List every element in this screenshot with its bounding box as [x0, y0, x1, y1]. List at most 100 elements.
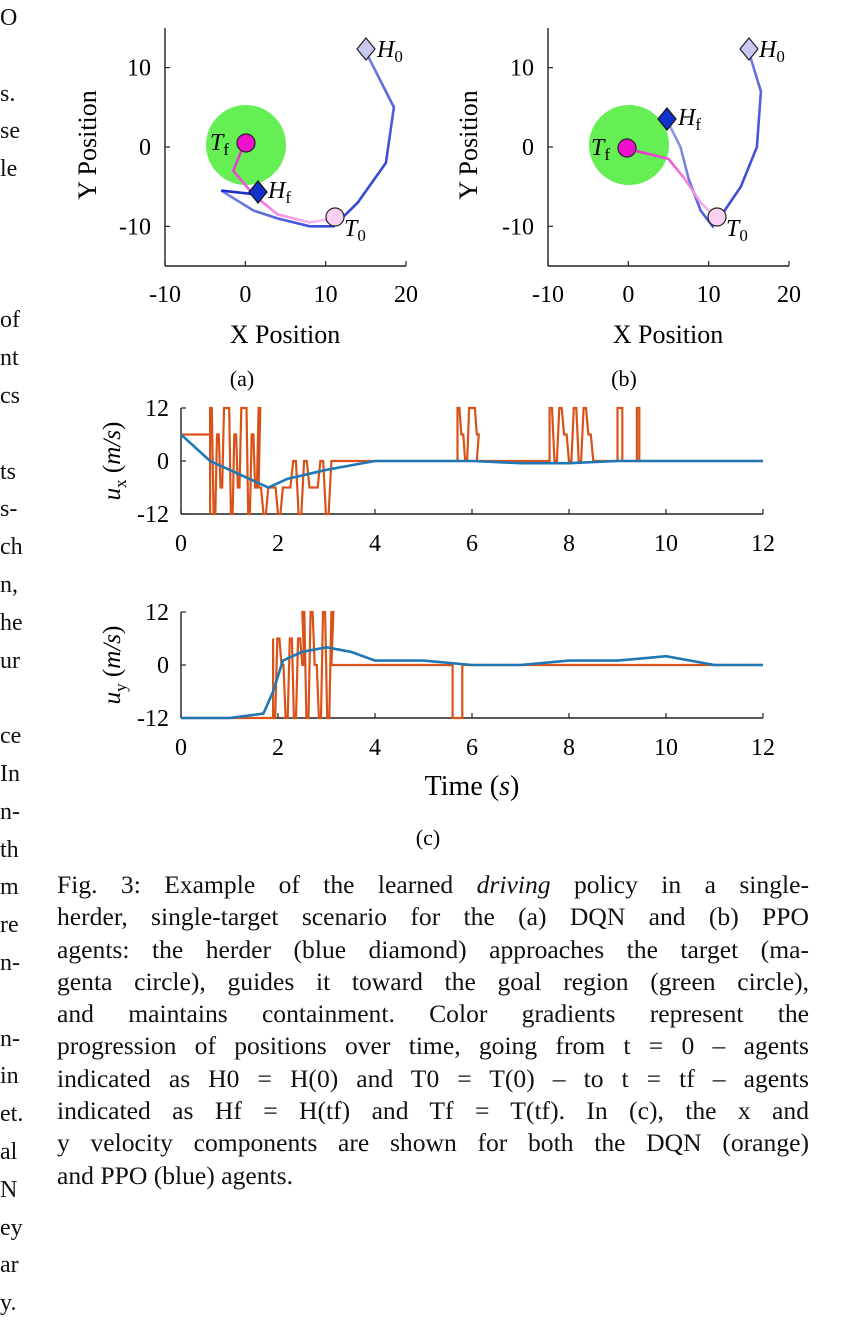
left-column-line: al — [0, 1138, 18, 1165]
caption-line: Fig. 3: Example of the learned driving p… — [57, 870, 809, 899]
left-column-line: ey — [0, 1214, 23, 1241]
left-column-line: in — [0, 1063, 19, 1090]
x-tick-label: 20 — [394, 282, 418, 308]
y-tick-label: -10 — [502, 214, 534, 240]
dqn-ux-signal — [181, 406, 763, 516]
y-tick-label: 12 — [145, 600, 169, 626]
caption-line: y velocity components are shown for both… — [57, 1128, 809, 1158]
label-Tf: Tf — [591, 135, 610, 164]
caption-line: and maintains containment. Color gradien… — [57, 999, 809, 1029]
x-tick-label: 6 — [466, 735, 478, 761]
svg-text:ux (m/s): ux (m/s) — [99, 422, 130, 501]
left-column-line: n- — [0, 949, 20, 976]
panel-label-b: (b) — [611, 366, 637, 391]
left-column-line: O — [0, 5, 18, 31]
left-column-line: he — [0, 609, 23, 636]
left-column-line: ch — [0, 534, 23, 561]
herder-final-marker — [657, 107, 677, 131]
left-column-line: th — [0, 836, 19, 863]
x-tick-label: 10 — [654, 531, 678, 557]
herder-start-marker — [739, 37, 759, 61]
y-tick-label: -10 — [119, 214, 151, 240]
x-tick-label: -10 — [532, 282, 564, 308]
svg-text:uy (m/s): uy (m/s) — [99, 626, 130, 705]
uy-axis-label: uy (m/s) — [99, 626, 130, 705]
x-tick-label: 0 — [175, 531, 187, 557]
left-column-line: et. — [0, 1101, 24, 1128]
x-tick-label: 0 — [239, 282, 251, 308]
y-tick-label: 0 — [522, 135, 534, 161]
y-tick-label: 10 — [510, 56, 534, 82]
left-column-line: ts — [0, 458, 17, 485]
x-tick-label: 8 — [563, 531, 575, 557]
y-axis-label: Y Position — [454, 90, 483, 200]
x-tick-label: 4 — [369, 531, 381, 557]
caption-line: genta circle), guides it toward the goal… — [57, 966, 809, 996]
y-tick-label: -12 — [137, 502, 169, 528]
dqn-signal-line — [181, 406, 763, 516]
target-final-marker — [617, 138, 637, 158]
label-Tf: Tf — [210, 130, 229, 159]
x-tick-label: 0 — [175, 735, 187, 761]
left-column-line: s. — [0, 80, 16, 107]
left-column-line: m — [0, 874, 19, 901]
x-tick-label: 2 — [272, 531, 284, 557]
dqn-uy-signal — [181, 610, 763, 720]
x-tick-label: 10 — [654, 735, 678, 761]
left-column-line: nt — [0, 345, 19, 372]
y-axis-label: Y Position — [73, 90, 102, 200]
panel-b: -10 0 10 20 10 0 -10 H0 Hf Tf T0 X Position Y … — [454, 28, 801, 391]
x-tick-label: 2 — [272, 735, 284, 761]
label-T0: T0 — [726, 216, 748, 245]
left-column-line: ur — [0, 647, 20, 674]
x-tick-label: -10 — [149, 282, 181, 308]
x-tick-label: 12 — [751, 735, 775, 761]
y-tick-label: 0 — [157, 653, 169, 679]
x-axis-label: X Position — [230, 320, 341, 349]
ux-axis-label: ux (m/s) — [99, 422, 130, 501]
target-start-marker — [325, 207, 345, 227]
left-column-line: of — [0, 307, 20, 334]
left-column-line: y. — [0, 1290, 17, 1317]
x-tick-label: 10 — [314, 282, 338, 308]
label-Hf: Hf — [267, 178, 291, 207]
left-column-line: n- — [0, 798, 20, 825]
left-column-line: s- — [0, 496, 18, 523]
caption-line: herder, single-target scenario for the (… — [57, 902, 809, 932]
target-trajectory — [627, 145, 718, 220]
herder-trajectory — [220, 51, 396, 228]
left-column-line: cs — [0, 382, 20, 409]
time-axis-label: Time (s) — [425, 771, 520, 802]
caption-line: progression of positions over time, goin… — [57, 1031, 809, 1061]
x-tick-label: 4 — [369, 735, 381, 761]
panel-label-a: (a) — [230, 366, 254, 391]
x-tick-label: 6 — [466, 531, 478, 557]
herder-trajectory — [667, 51, 763, 229]
caption-line: and PPO (blue) agents. — [57, 1160, 293, 1190]
herder-start-marker — [356, 37, 376, 61]
y-tick-label: 10 — [127, 56, 151, 82]
x-tick-label: 0 — [622, 282, 634, 308]
x-tick-label: 20 — [777, 282, 801, 308]
dqn-signal-line — [181, 610, 763, 720]
herder-final-marker — [248, 180, 268, 204]
label-Hf: Hf — [677, 105, 701, 134]
left-column-line: le — [0, 156, 18, 183]
y-tick-label: -12 — [137, 706, 169, 732]
label-H0: H0 — [758, 37, 785, 66]
left-column-line: se — [0, 118, 20, 145]
y-tick-label: 0 — [139, 135, 151, 161]
caption-line: agents: the herder (blue diamond) approa… — [57, 934, 809, 964]
panel-a: -10 0 10 20 10 0 -10 H0 Hf Tf T0 X Position Y … — [73, 28, 418, 391]
left-column-line: n, — [0, 571, 18, 598]
panel-label-c: (c) — [416, 825, 440, 850]
y-tick-label: 0 — [157, 449, 169, 475]
label-T0: T0 — [344, 216, 366, 245]
y-tick-label: 12 — [145, 396, 169, 422]
left-column-line: re — [0, 912, 19, 939]
x-axis-label: X Position — [613, 320, 724, 349]
x-tick-label: 10 — [697, 282, 721, 308]
